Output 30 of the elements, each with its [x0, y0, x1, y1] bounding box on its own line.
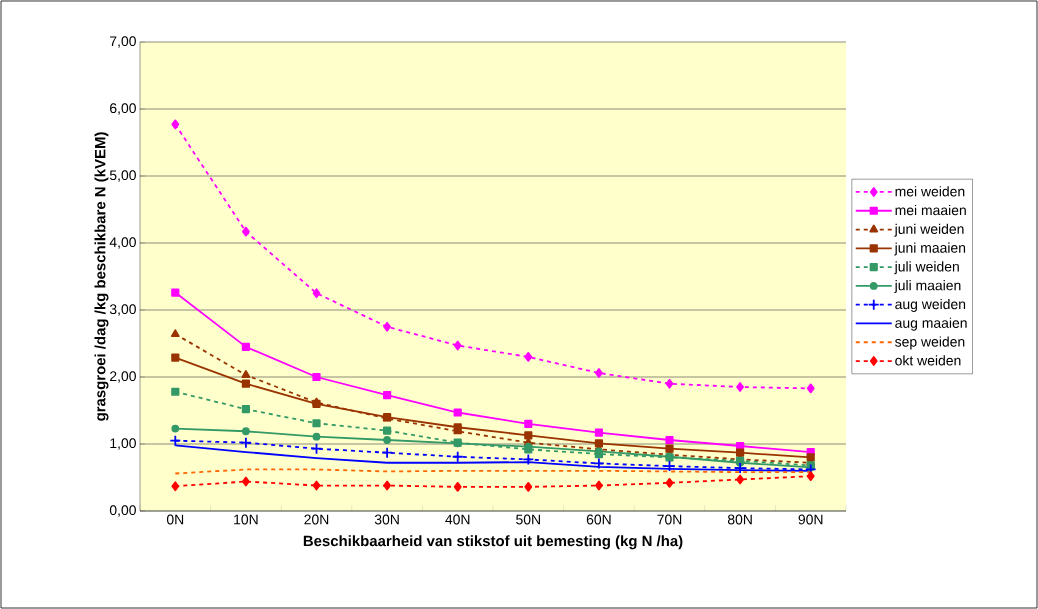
y-tick-label: 6,00 [110, 103, 136, 115]
x-tick-label: 10N [234, 514, 258, 525]
y-tick-label: 2,00 [110, 371, 136, 383]
x-tick-label: 60N [586, 514, 611, 525]
y-tick-label: 0,00 [109, 505, 136, 517]
x-tick-label: 90N [798, 514, 823, 525]
y-axis-title: grasgroei /dag /kg beschikbare N (kVEM) [94, 132, 109, 421]
x-tick-label: 40N [445, 514, 470, 525]
legend-label: juni maaien [894, 242, 966, 256]
x-tick-label: 80N [727, 514, 752, 525]
legend-label: mei weiden [895, 186, 965, 197]
legend-label: sep weiden [895, 336, 965, 350]
legend-label: juli weiden [894, 261, 959, 275]
x-tick-label: 20N [304, 514, 329, 525]
y-tick-label: 7,00 [110, 36, 136, 48]
x-axis-title: Beschikbaarheid van stikstof uit bemesting (kg N /ha) [303, 535, 683, 550]
y-tick-label: 1,00 [110, 438, 136, 450]
legend-label: juli maaien [894, 280, 961, 294]
y-tick-label: 3,00 [109, 304, 136, 316]
x-tick-label: 30N [374, 514, 399, 525]
x-tick-label: 50N [516, 514, 540, 525]
legend-label: aug maaien [895, 317, 967, 331]
legend-label: mei maaien [895, 204, 966, 216]
legend-label: aug weiden [895, 298, 966, 312]
y-tick-label: 4,00 [109, 237, 136, 249]
y-tick-label: 5,00 [109, 170, 136, 182]
legend-label: okt weiden [895, 355, 961, 366]
x-tick-label: 0N [166, 514, 184, 525]
x-tick-label: 70N [657, 514, 682, 525]
legend-label: juni weiden [894, 223, 964, 237]
